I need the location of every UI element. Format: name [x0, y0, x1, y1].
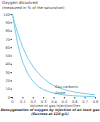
svg-text:Azote: Azote — [55, 91, 66, 95]
svg-text:0.8: 0.8 — [93, 100, 99, 104]
svg-text:20: 20 — [5, 79, 10, 83]
html-text:(measured in % of the saturati: (measured in % of the saturation) — [2, 5, 65, 10]
svg-text:90: 90 — [5, 21, 10, 25]
svg-text:60: 60 — [5, 46, 10, 50]
html-text:Deoxygenation of oxygen by inj: Deoxygenation of oxygen by injection of … — [0, 107, 100, 112]
svg-text:80: 80 — [5, 29, 10, 33]
svg-text:30: 30 — [5, 71, 10, 75]
svg-text:0: 0 — [8, 96, 11, 100]
svg-text:0.7: 0.7 — [82, 100, 88, 104]
svg-text:100: 100 — [3, 13, 11, 17]
svg-text:0.6: 0.6 — [72, 100, 78, 104]
svg-text:0.4: 0.4 — [51, 100, 57, 104]
svg-text:Gas carbonic: Gas carbonic — [55, 85, 78, 89]
svg-text:0: 0 — [11, 100, 14, 104]
svg-text:0.2: 0.2 — [30, 100, 36, 104]
svg-text:0.3: 0.3 — [41, 100, 47, 104]
svg-text:40: 40 — [5, 63, 10, 67]
svg-text:70: 70 — [5, 38, 10, 42]
html-text:Volume of gas injection/liter: Volume of gas injection/liter — [29, 104, 81, 109]
svg-text:50: 50 — [5, 54, 10, 58]
svg-text:0.5: 0.5 — [62, 100, 68, 104]
svg-text:10: 10 — [5, 88, 10, 92]
svg-text:0.1: 0.1 — [20, 100, 26, 104]
html-text:Oxygen dissolved: Oxygen dissolved — [2, 0, 38, 5]
html-text:(Sucrose at 120 g/L): (Sucrose at 120 g/L) — [31, 111, 69, 116]
